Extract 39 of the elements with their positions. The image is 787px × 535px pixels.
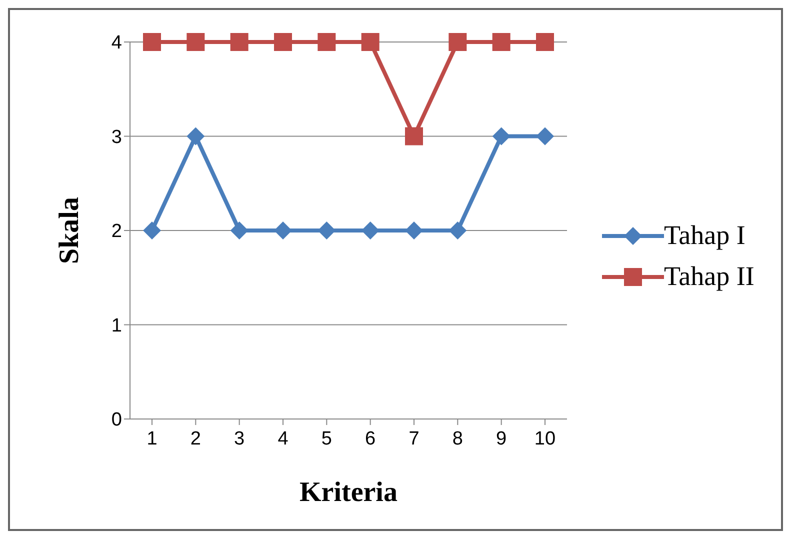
point [448,33,467,51]
point [143,222,161,240]
point [361,222,380,240]
point [536,127,554,146]
point [448,222,467,240]
x-tick-label: 6 [365,428,376,450]
y-tick-label: 1 [111,315,122,336]
x-tick-label: 4 [278,428,289,450]
point [274,222,292,240]
point [318,222,336,240]
point [405,222,423,240]
point [361,33,380,51]
point [274,33,292,51]
y-tick-label: 4 [111,32,122,54]
x-tick-label: 1 [146,428,158,450]
legend-label: Tahap II [664,261,754,292]
x-axis-title: Kriteria [300,477,398,508]
y-axis-title: Skala [54,197,85,264]
point [186,33,205,51]
point [143,33,161,51]
point [536,33,554,51]
x-tick-label: 7 [408,428,420,450]
legend-label: Tahap I [664,220,746,251]
x-tick-label: 9 [496,428,507,450]
y-tick-label: 2 [111,221,122,242]
x-tick-label: 3 [234,428,245,450]
y-tick-label: 0 [111,410,122,431]
x-tick-label: 5 [321,428,332,450]
point [492,33,510,51]
point [186,127,205,146]
x-tick-label: 8 [452,428,463,450]
point [230,33,248,51]
y-tick-label: 3 [111,126,122,148]
x-tick-label: 10 [534,428,556,450]
point [230,222,248,240]
point [405,127,423,146]
point [318,33,336,51]
point [492,127,510,146]
x-tick-label: 2 [190,428,201,450]
